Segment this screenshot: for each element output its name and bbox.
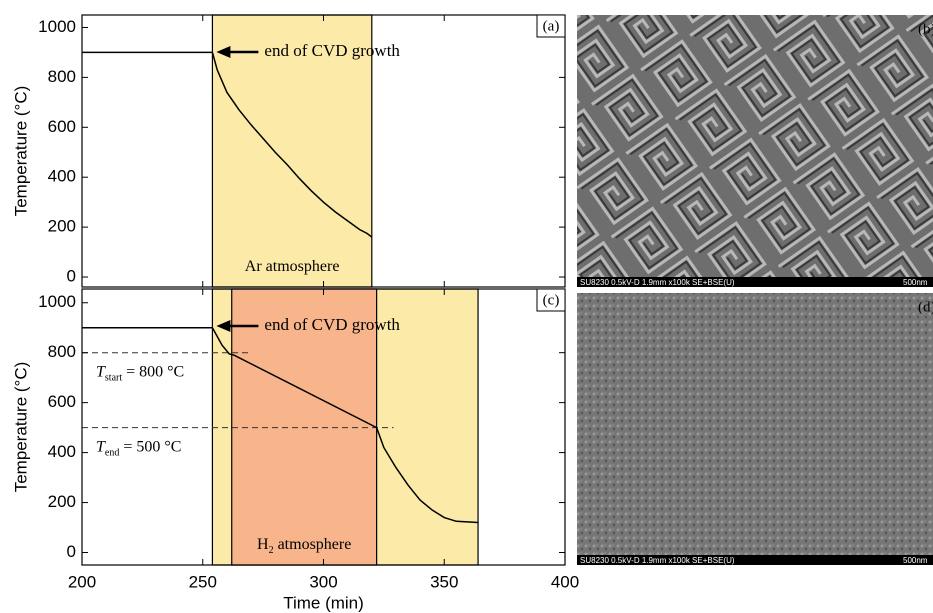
y-tick-label: 400 [48,167,76,186]
annotation-arrowhead [216,46,231,58]
y-tick-label: 0 [67,267,76,286]
y-tick-label: 600 [48,392,76,411]
x-tick-label: 350 [430,572,458,591]
text-part: T [96,438,106,455]
panel-label: (b) [918,21,933,37]
sem-texture [577,293,933,565]
y-tick-label: 400 [48,442,76,461]
y-tick-label: 200 [48,492,76,511]
image-scale: 500nm [903,556,928,565]
panel-label: (a) [543,18,560,34]
panel-label: (d) [918,299,933,315]
image-caption: SU8230 0.5kV-D 1.9mm x100k SE+BSE(U) [580,556,735,565]
y-axis-label: Temperature (°C) [11,362,30,493]
text-part: H [257,536,269,553]
x-tick-label: 250 [189,572,217,591]
panel-label-box [536,14,566,38]
text-part: atmosphere [274,536,352,553]
annotation-arrowhead [216,320,231,332]
x-tick-label: 400 [551,572,579,591]
panel-label: (c) [543,292,560,308]
reference-label: Tstart = 800 °C [96,363,184,383]
image-scale: 500nm [903,278,928,287]
text-part: = 800 °C [122,363,184,380]
caption-bar [577,555,933,565]
sem-texture [577,15,933,287]
temperature-line [82,326,479,524]
y-tick-label: 0 [67,542,76,561]
region-label: Ar atmosphere [245,258,340,275]
x-axis-label: Time (min) [283,593,364,612]
sem-image: SU8230 0.5kV-D 1.9mm x100k SE+BSE(U) 500… [577,15,933,287]
sem-image: SU8230 0.5kV-D 1.9mm x100k SE+BSE(U) 500… [577,293,933,565]
x-tick-label: 300 [309,572,337,591]
caption-bar [577,277,933,287]
temperature-line [82,51,373,238]
text-part: Ar atmosphere [245,258,340,275]
text-part: end [105,447,119,458]
y-tick-label: 600 [48,117,76,136]
y-tick-label: 800 [48,67,76,86]
y-axis-label: Temperature (°C) [11,86,30,217]
region [211,14,373,288]
x-tick-label: 200 [68,572,96,591]
image-caption: SU8230 0.5kV-D 1.9mm x100k SE+BSE(U) [580,278,735,287]
y-tick-label: 1000 [38,292,76,311]
region [231,288,378,566]
panel-label-box [536,288,566,312]
text-part: T [96,363,106,380]
reference-label: Tend = 500 °C [96,438,181,458]
text-part: 2 [269,545,274,556]
annotation: end of CVD growth [264,41,400,60]
y-tick-label: 200 [48,217,76,236]
y-tick-label: 1000 [38,17,76,36]
text-part: start [105,372,122,383]
annotation: end of CVD growth [264,315,400,334]
region-label: H2 atmosphere [257,536,351,556]
text-part: = 500 °C [119,438,181,455]
y-tick-label: 800 [48,342,76,361]
